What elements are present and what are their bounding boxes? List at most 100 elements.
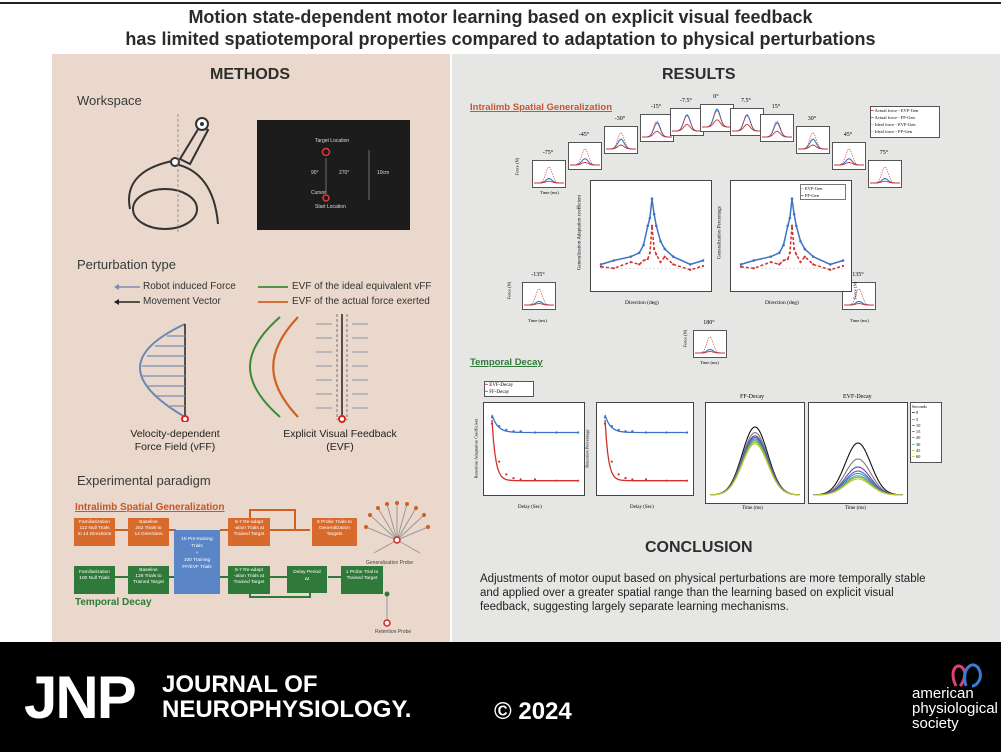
ff-gen-point (654, 224, 658, 228)
ff-gen-point (794, 224, 798, 228)
force-profile-plot (604, 126, 638, 154)
legend-text: EVF-Gen (804, 186, 823, 191)
force-profile-evf-ideal (695, 336, 725, 354)
gen-right-ylabel: Generalization Percentage (717, 206, 723, 259)
force-profile-evf-line (844, 303, 874, 306)
force-profile-plot (532, 160, 566, 188)
journal-name-line-2: NEUROPHYSIOLOGY. (162, 696, 412, 723)
title-rule (0, 2, 1001, 4)
generalization-percentage-chart (730, 180, 852, 292)
evf-gen-point (803, 255, 806, 258)
evf-decay-point (505, 473, 508, 476)
force-profile-angle-label: -45° (578, 132, 590, 138)
legend-movement: Movement Vector (143, 296, 221, 307)
ff-decay-point (665, 431, 668, 434)
seconds-legend-text: 10 (915, 422, 921, 428)
box-familiarization-bottom: Familiarization 100 Null Trials (74, 566, 115, 594)
legend-text: Ideal force - EVF-Gen (874, 122, 916, 127)
legend-text: FF-Gen (804, 193, 819, 198)
force-profile-angle-label: 75° (879, 150, 889, 156)
box-text: 15 Pre-training (181, 537, 213, 542)
evf-gen-point (795, 253, 798, 256)
evf-caption: Explicit Visual Feedback (EVF) (270, 428, 410, 454)
gen-right-xlabel: Direction (deg) (765, 300, 799, 306)
force-profile-axis-label: Time (ms) (700, 360, 719, 365)
evf-start (338, 415, 346, 423)
seconds-legend-text: 15 (915, 429, 921, 435)
legend-robot: Robot induced Force (143, 281, 236, 292)
ff-decay-fit (491, 414, 578, 434)
ff-decay-point (610, 425, 614, 428)
evf-gen-point (782, 259, 785, 262)
evf-gen-point (769, 260, 772, 264)
evf-gen-point (650, 224, 654, 227)
evf-gen-point (672, 263, 675, 266)
evf-gen-point (638, 263, 641, 266)
force-profile-evf-line (732, 124, 762, 132)
conclusion-heading: CONCLUSION (645, 539, 753, 556)
box-readapt-bottom: 5-7 Re-adapt -ation Trials at Trained Ta… (228, 566, 270, 594)
vff-start (181, 415, 189, 422)
legend-row: ━ Actual force - EVF-Gen (871, 108, 919, 113)
force-profile-evf-line (702, 119, 732, 128)
force-profile-evf-line (642, 130, 672, 138)
force-profile-evf-ideal (672, 114, 702, 132)
force-profile-angle-label: 0° (713, 94, 719, 100)
box-text: Generalization (319, 526, 350, 531)
ff-gen-point (646, 224, 650, 228)
evf-decay-fit (604, 419, 687, 482)
legend-text: Ideal force - FF-Gen (874, 129, 912, 134)
vff-diagram (139, 323, 189, 422)
page-title: Motion state-dependent motor learning ba… (0, 6, 1001, 50)
evf-actual-curve (272, 316, 299, 418)
decay-legend: ━ EVF-Decay ━ FF-Decay (484, 381, 534, 397)
aps-name: american physiological society (912, 686, 998, 731)
force-profile-plot (868, 160, 902, 188)
evf-decay-point (555, 479, 558, 482)
evf-gen-point (663, 255, 666, 258)
force-profile-angle-label: 45° (843, 132, 853, 138)
evf-gen-point (653, 247, 656, 251)
force-profile-angle-label: 135° (852, 272, 864, 278)
force-profile-evf-line (534, 180, 564, 184)
ff-gen-point (659, 239, 662, 243)
ff-decay-point (505, 428, 508, 432)
evf-gen-point (655, 253, 658, 256)
box-text: Δt (304, 577, 310, 582)
ff-gen-point (803, 247, 807, 251)
force-profile-ff-ideal (834, 158, 864, 166)
box-readapt-top: 5-7 Re-adapt -ation Trials at Trained Ta… (228, 518, 270, 546)
evf-ideal-curve (249, 316, 281, 418)
force-profile-plot (730, 108, 764, 136)
elbow-joint (170, 157, 180, 167)
target-location-label: Target Location (315, 138, 350, 144)
evf-gen-point (646, 257, 649, 261)
methods-heading: METHODS (210, 66, 290, 83)
ff-decay-point (617, 428, 620, 432)
box-text: Targets (326, 532, 343, 537)
ff-gen-point (701, 259, 705, 262)
decay-mid-ylabel: Retention Percentage (584, 429, 590, 468)
force-profile-axis-label: Force (N) (514, 157, 520, 176)
evf-decay-point (617, 473, 620, 476)
force-profile-plot (832, 142, 866, 170)
legend-text: FF-Decay (489, 390, 510, 395)
box-text: 112 Null Trials (79, 526, 110, 531)
force-profile-evf-ideal (870, 166, 900, 184)
seconds-legend-item: ━ 15 (912, 429, 921, 435)
ff-decay-point (555, 431, 558, 434)
ff-gen-point (811, 255, 815, 258)
force-profile-evf-line (524, 303, 554, 306)
decay-left-xlabel: Delay (Sec) (518, 505, 542, 510)
force-profile-ff-ideal (732, 115, 762, 132)
force-profile-ff-line (606, 138, 636, 150)
evf-decay-point (610, 460, 613, 463)
box-text: Baseline (139, 520, 158, 525)
forearm (178, 124, 210, 166)
evf-gen-point (799, 260, 802, 264)
force-profile-ff-line (732, 114, 762, 132)
generalization-coefficient-chart (590, 180, 712, 292)
force-profile-ff-line (672, 114, 702, 132)
box-text: Delay Period (293, 570, 321, 575)
force-profile-evf-line (606, 144, 636, 150)
